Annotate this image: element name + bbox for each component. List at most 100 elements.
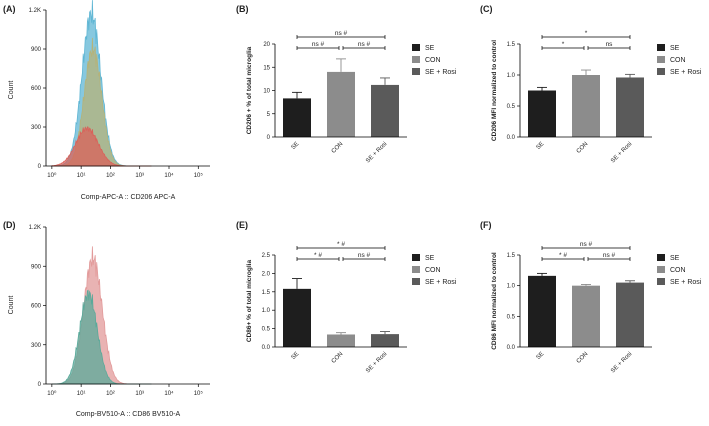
- significance-label: ns #: [358, 252, 371, 259]
- bar: [283, 288, 311, 347]
- y-tick-label: 1.5: [262, 290, 271, 296]
- y-axis-title: CD86+ % of total microglia: [246, 260, 253, 343]
- significance-label: * #: [314, 252, 322, 259]
- x-tick-label: SE: [291, 351, 301, 361]
- x-tick-label: 10⁵: [194, 172, 204, 179]
- bar: [371, 84, 399, 137]
- bar-chart-c: 0.0 0.5 1.0 1.5 SE CON SE + Rosi CD206 MFI norm…: [491, 30, 702, 164]
- legend-swatch: [412, 254, 420, 261]
- x-tick-label: 10¹: [77, 173, 86, 179]
- y-tick-label: 900: [31, 47, 42, 53]
- legend-label: CON: [670, 267, 686, 274]
- panel-label-d: (D): [3, 220, 16, 230]
- bar: [327, 334, 355, 347]
- histogram-series: [51, 37, 152, 167]
- x-axis-title: Comp-APC-A :: CD206 APC-A: [81, 194, 176, 201]
- histogram-d: 0 300 600 900 1.2K 10⁰ 10¹ 10² 10³ 10⁴ 10⁵ Count Com…: [8, 225, 210, 418]
- bar: [528, 275, 556, 347]
- y-tick-label: 10: [263, 89, 270, 95]
- legend-swatch: [412, 266, 420, 273]
- legend-swatch: [412, 278, 420, 285]
- legend-label: CON: [425, 57, 441, 64]
- x-tick-label: SE + Rosi: [365, 141, 388, 164]
- x-tick-label: 10⁰: [47, 390, 57, 397]
- x-tick-label: 10²: [106, 173, 115, 179]
- y-tick-label: 300: [31, 343, 42, 349]
- bar: [327, 71, 355, 137]
- x-tick-label: 10⁵: [194, 390, 204, 397]
- x-tick-label: 10⁴: [164, 172, 174, 179]
- y-tick-label: 600: [31, 86, 42, 92]
- legend-swatch: [657, 68, 665, 75]
- significance-label: ns #: [580, 241, 593, 248]
- histogram-a: 0 300 600 900 1.2K 10⁰ 10¹ 10² 10³ 10⁴ 10⁵ Count Com…: [8, 0, 210, 201]
- y-tick-label: 0.5: [262, 327, 271, 333]
- bar: [371, 334, 399, 347]
- x-tick-label: SE + Rosi: [610, 351, 633, 374]
- significance-label: *: [585, 30, 588, 37]
- significance-label: ns #: [603, 252, 616, 259]
- legend-swatch: [412, 44, 420, 51]
- y-tick-label: 0.0: [262, 345, 271, 351]
- y-tick-label: 2.5: [262, 253, 271, 259]
- x-tick-label: 10⁴: [164, 390, 174, 397]
- significance-label: ns #: [358, 41, 371, 48]
- y-axis-title: Count: [8, 296, 15, 315]
- bar: [283, 98, 311, 137]
- legend-label: SE + Rosi: [425, 69, 457, 76]
- y-tick-label: 1.5: [507, 42, 516, 48]
- legend-swatch: [412, 56, 420, 63]
- legend-swatch: [657, 254, 665, 261]
- y-tick-label: 1.2K: [29, 225, 41, 231]
- legend-swatch: [657, 278, 665, 285]
- bar-chart-f: 0.0 0.5 1.0 1.5 SE CON SE + Rosi CD86 MFI norma…: [491, 241, 702, 374]
- y-tick-label: 0: [38, 164, 42, 170]
- y-tick-label: 1.5: [507, 253, 516, 259]
- significance-label: ns #: [335, 30, 348, 37]
- x-tick-label: 10²: [106, 391, 115, 397]
- legend-label: SE: [425, 255, 435, 262]
- y-tick-label: 1.0: [262, 308, 271, 314]
- significance-label: ns: [606, 41, 614, 48]
- y-tick-label: 0.0: [507, 345, 516, 351]
- legend-swatch: [657, 56, 665, 63]
- x-tick-label: SE + Rosi: [610, 141, 633, 164]
- y-axis-title: CD86 MFI normalized to control: [491, 252, 498, 350]
- y-tick-label: 1.0: [507, 73, 516, 79]
- panel-label-b: (B): [236, 4, 249, 14]
- y-tick-label: 5: [267, 112, 271, 118]
- legend-label: SE + Rosi: [670, 69, 702, 76]
- legend-label: SE: [670, 45, 680, 52]
- y-tick-label: 20: [263, 42, 270, 48]
- legend-swatch: [412, 68, 420, 75]
- y-tick-label: 0.5: [507, 314, 516, 320]
- legend-label: CON: [670, 57, 686, 64]
- y-axis-title: CD206 MFI normalized to control: [491, 40, 498, 141]
- x-tick-label: SE: [291, 141, 301, 151]
- x-tick-label: 10⁰: [47, 172, 57, 179]
- y-tick-label: 0.0: [507, 135, 516, 141]
- legend-label: SE: [425, 45, 435, 52]
- y-tick-label: 0.5: [507, 104, 516, 110]
- y-axis-title: CD206 + % of total microglia: [246, 46, 253, 134]
- x-tick-label: SE: [536, 141, 546, 151]
- y-tick-label: 0: [267, 135, 271, 141]
- legend-swatch: [657, 266, 665, 273]
- legend-label: SE + Rosi: [425, 279, 457, 286]
- y-tick-label: 600: [31, 304, 42, 310]
- x-tick-label: CON: [576, 351, 590, 365]
- y-tick-label: 1.2K: [29, 8, 41, 14]
- x-tick-label: SE: [536, 351, 546, 361]
- legend-label: CON: [425, 267, 441, 274]
- y-tick-label: 0: [38, 382, 42, 388]
- x-tick-label: CON: [576, 141, 590, 155]
- y-axis-title: Count: [8, 81, 15, 100]
- bar: [528, 90, 556, 137]
- bar-chart-e: 0.0 0.5 1.0 1.5 2.0 2.5 SE CON SE + Rosi CD86+ % …: [246, 241, 457, 374]
- significance-label: *: [562, 41, 565, 48]
- bar: [572, 285, 600, 347]
- x-tick-label: CON: [331, 141, 345, 155]
- x-axis-title: Comp-BV510-A :: CD86 BV510-A: [76, 411, 181, 418]
- legend-label: SE + Rosi: [670, 279, 702, 286]
- bar: [616, 282, 644, 347]
